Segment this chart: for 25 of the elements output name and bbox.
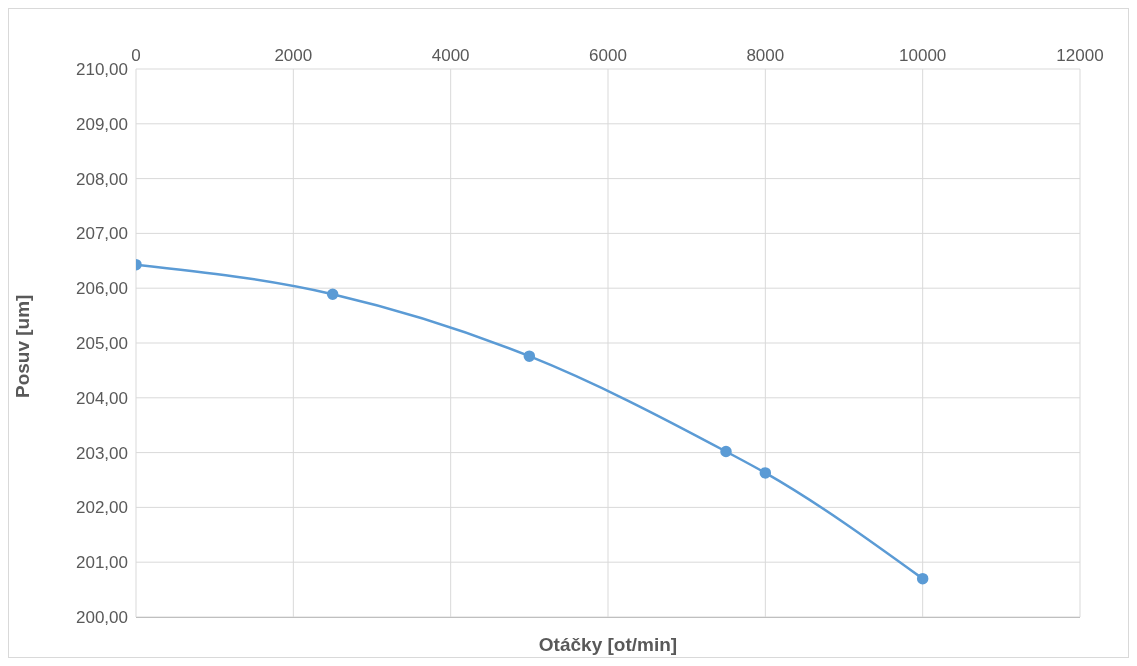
point bbox=[759, 467, 772, 479]
y-tick-label: 204,00 bbox=[76, 388, 128, 408]
y-tick-label: 206,00 bbox=[76, 279, 128, 299]
point bbox=[523, 350, 536, 362]
y-tick-label: 207,00 bbox=[76, 224, 128, 244]
y-axis-title: Posuv [um] bbox=[11, 294, 33, 398]
y-tick-label: 208,00 bbox=[76, 169, 128, 189]
x-tick-label: 2000 bbox=[274, 46, 313, 65]
y-tick-label: 209,00 bbox=[76, 114, 128, 134]
y-tick-label: 210,00 bbox=[76, 60, 128, 80]
y-tick-label: 202,00 bbox=[76, 498, 128, 518]
x-axis-title: Otáčky [ot/min] bbox=[538, 634, 678, 655]
point bbox=[326, 288, 339, 300]
x-tick-label: 6000 bbox=[589, 46, 627, 65]
point bbox=[720, 445, 732, 458]
y-tick-label: 200,00 bbox=[76, 608, 128, 628]
y-tick-label: 205,00 bbox=[76, 334, 128, 354]
x-tick-label: 12000 bbox=[1056, 46, 1104, 65]
y-tick-label: 203,00 bbox=[76, 443, 128, 463]
x-tick-label: 8000 bbox=[746, 46, 785, 65]
x-tick-label: 0 bbox=[131, 46, 141, 65]
x-tick-label: 4000 bbox=[431, 46, 470, 65]
point bbox=[916, 572, 929, 585]
x-tick-label: 10000 bbox=[899, 46, 947, 65]
y-tick-label: 201,00 bbox=[76, 553, 128, 573]
